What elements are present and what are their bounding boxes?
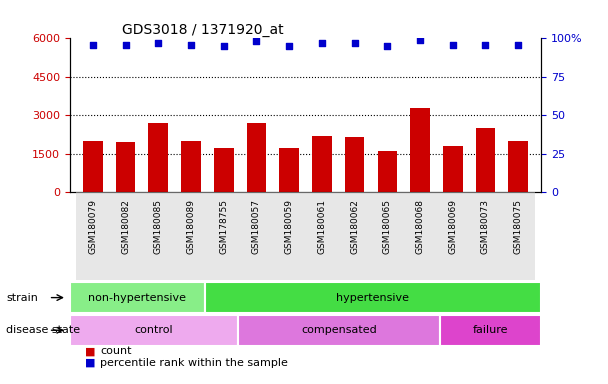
Bar [437, 192, 469, 280]
Text: hypertensive: hypertensive [336, 293, 409, 303]
Bar [410, 108, 430, 192]
Bar [116, 142, 136, 192]
Text: GSM180057: GSM180057 [252, 199, 261, 254]
Text: ■: ■ [85, 346, 95, 356]
Point [153, 40, 163, 46]
Bar [305, 192, 338, 280]
Point [219, 43, 229, 49]
Text: count: count [100, 346, 132, 356]
Bar [174, 192, 207, 280]
Text: GSM180089: GSM180089 [187, 199, 196, 254]
Text: GSM180069: GSM180069 [448, 199, 457, 254]
Text: percentile rank within the sample: percentile rank within the sample [100, 358, 288, 368]
Point [481, 41, 491, 48]
Bar [238, 315, 440, 346]
Text: non-hypertensive: non-hypertensive [88, 293, 186, 303]
Point [285, 43, 294, 49]
Bar [142, 192, 174, 280]
Bar [109, 192, 142, 280]
Bar [204, 282, 541, 313]
Bar [443, 146, 463, 192]
Bar [508, 141, 528, 192]
Bar [371, 192, 404, 280]
Text: ■: ■ [85, 358, 95, 368]
Point [415, 37, 425, 43]
Point [317, 40, 326, 46]
Bar [345, 137, 364, 192]
Text: GSM180062: GSM180062 [350, 199, 359, 254]
Bar [83, 141, 103, 192]
Text: control: control [135, 325, 173, 335]
Bar [247, 123, 266, 192]
Point [88, 41, 98, 48]
Bar [70, 282, 204, 313]
Point [448, 41, 458, 48]
Point [120, 41, 130, 48]
Bar [502, 192, 534, 280]
Bar [148, 123, 168, 192]
Bar [70, 315, 238, 346]
Text: GSM180061: GSM180061 [317, 199, 326, 254]
Text: failure: failure [473, 325, 508, 335]
Bar [338, 192, 371, 280]
Text: GSM180085: GSM180085 [154, 199, 163, 254]
Point [513, 41, 523, 48]
Bar [181, 141, 201, 192]
Bar [378, 151, 397, 192]
Text: GSM180065: GSM180065 [383, 199, 392, 254]
Text: GSM180079: GSM180079 [88, 199, 97, 254]
Bar [207, 192, 240, 280]
Text: GSM180082: GSM180082 [121, 199, 130, 254]
Bar [475, 128, 496, 192]
Point [350, 40, 359, 46]
Bar [440, 315, 541, 346]
Point [252, 38, 261, 45]
Bar [469, 192, 502, 280]
Bar [279, 149, 299, 192]
Bar [240, 192, 273, 280]
Text: GSM180075: GSM180075 [514, 199, 523, 254]
Text: strain: strain [6, 293, 38, 303]
Bar [214, 149, 233, 192]
Text: GSM180059: GSM180059 [285, 199, 294, 254]
Text: GSM178755: GSM178755 [219, 199, 228, 254]
Bar [312, 136, 332, 192]
Text: GDS3018 / 1371920_at: GDS3018 / 1371920_at [122, 23, 283, 37]
Text: disease state: disease state [6, 325, 80, 335]
Text: compensated: compensated [302, 325, 377, 335]
Bar [77, 192, 109, 280]
Point [186, 41, 196, 48]
Bar [273, 192, 306, 280]
Text: GSM180068: GSM180068 [415, 199, 424, 254]
Point [382, 43, 392, 49]
Text: GSM180073: GSM180073 [481, 199, 490, 254]
Bar [404, 192, 437, 280]
